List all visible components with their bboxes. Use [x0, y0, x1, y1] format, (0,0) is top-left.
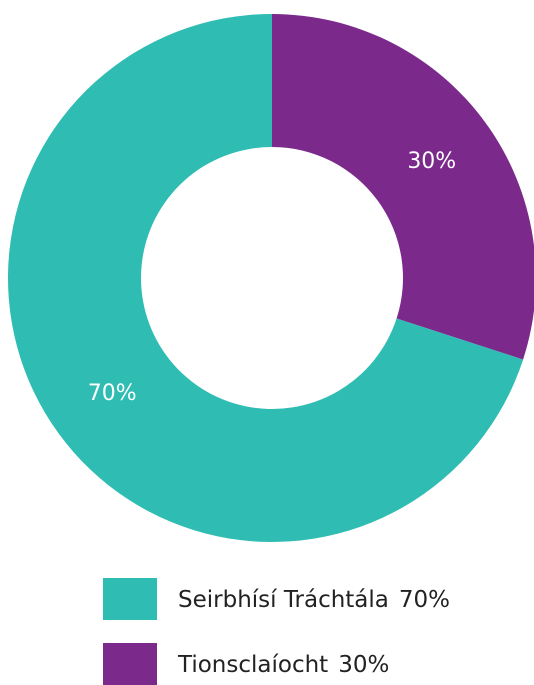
- donut-slice: [8, 14, 524, 542]
- legend-name: Seirbhísí Tráchtála: [178, 587, 389, 613]
- legend-label: Seirbhísí Tráchtála 70%: [178, 587, 450, 613]
- legend-swatch: [103, 643, 157, 685]
- legend-value: 70%: [399, 587, 450, 613]
- slice-label: 70%: [88, 381, 137, 406]
- donut-slice: [272, 14, 534, 360]
- slice-label: 30%: [407, 149, 456, 174]
- legend-label: Tionsclaíocht 30%: [177, 652, 389, 678]
- legend-swatch: [103, 578, 157, 620]
- legend-name: Tionsclaíocht: [177, 652, 328, 678]
- legend-value: 30%: [338, 652, 389, 678]
